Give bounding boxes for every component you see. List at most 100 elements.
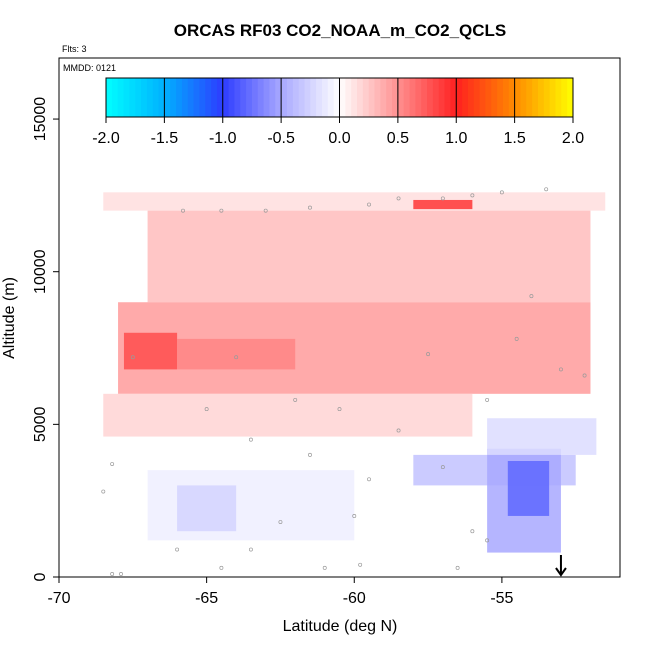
sample-point [234, 355, 239, 360]
colorbar-segment [222, 78, 230, 117]
location-arrow [555, 555, 567, 577]
sample-point [352, 513, 357, 518]
sample-point [367, 202, 371, 207]
colorbar-segment [409, 78, 416, 117]
sample-point [440, 196, 445, 201]
field-cell [177, 338, 296, 370]
y-axis-label: Altitude (m) [1, 277, 18, 359]
colorbar-segment [170, 78, 177, 117]
colorbar-segment [333, 78, 340, 117]
sample-point [558, 367, 563, 372]
colorbar-segment [397, 78, 405, 117]
colorbar-segment [368, 78, 376, 117]
colorbar-segment [351, 78, 358, 117]
sample-point [367, 477, 371, 482]
sample-point [499, 190, 504, 195]
colorbar-segment [473, 78, 481, 117]
colorbar-segment [561, 78, 568, 117]
colorbar-segment [567, 78, 574, 117]
field-cell [507, 460, 550, 516]
sample-point [485, 538, 490, 543]
colorbar-segment [555, 78, 562, 117]
sample-point [219, 208, 224, 213]
colorbar-segment [462, 78, 469, 117]
colorbar-tick-label: -1.0 [209, 130, 237, 147]
plot-frame [58, 57, 621, 578]
colorbar-segment [526, 78, 533, 117]
y-tick-label: 0 [32, 572, 49, 581]
sample-point [181, 208, 185, 213]
colorbar-segment [181, 78, 189, 117]
colorbar-segment [257, 78, 265, 117]
colorbar-tick-label: 0.0 [328, 130, 350, 147]
date-note: MMDD: 0121 [63, 63, 116, 73]
colorbar-segment [251, 78, 259, 117]
sample-point [248, 437, 253, 442]
x-tick-label: -55 [490, 590, 513, 607]
colorbar-segment [549, 78, 556, 117]
sample-point [485, 397, 490, 402]
colorbar-segment [485, 78, 492, 117]
field-cell [103, 192, 606, 211]
colorbar-segment [380, 78, 387, 117]
field-cell [103, 393, 473, 437]
colorbar-segment [432, 78, 440, 117]
sample-point [529, 294, 534, 299]
colorbar-segment [176, 78, 183, 117]
colorbar-segment [532, 78, 539, 117]
field-cell [147, 210, 591, 303]
chart-title: ORCAS RF03 CO2_NOAA_m_CO2_QCLS [174, 21, 507, 40]
colorbar-segment [321, 78, 329, 117]
sample-point [119, 571, 123, 576]
colorbar-segment [304, 78, 311, 117]
field-cell [177, 485, 237, 532]
field-cell [487, 418, 597, 455]
colorbar-segment [450, 78, 457, 117]
sample-point [110, 571, 115, 576]
colorbar-segment [141, 78, 148, 117]
colorbar-segment [146, 78, 154, 117]
colorbar-segment [502, 78, 510, 117]
colorbar: -2.0 -1.5 -1.0 -0.5 0.0 0.5 1.0 1.5 2.0 [92, 77, 584, 147]
colorbar-segment [316, 78, 323, 117]
colorbar-segment [211, 78, 218, 117]
sample-point [308, 205, 312, 210]
colorbar-segment [234, 78, 241, 117]
sample-point [426, 352, 431, 357]
y-tick-label: 10000 [32, 249, 49, 294]
colorbar-segment [111, 78, 119, 117]
x-axis: -70 -65 -60 -55 [47, 577, 514, 607]
colorbar-segment [228, 78, 235, 117]
colorbar-tick-label: -2.0 [92, 130, 120, 147]
colorbar-segment [421, 78, 428, 117]
sample-point [263, 208, 268, 213]
sample-point [101, 489, 106, 494]
arrow-head [555, 567, 567, 577]
colorbar-segment [345, 78, 352, 117]
colorbar-segment [117, 78, 125, 117]
colorbar-segment [403, 78, 411, 117]
colorbar-segment [269, 78, 276, 117]
y-tick-label: 15000 [32, 97, 49, 142]
sample-point [514, 336, 519, 341]
colorbar-segment [246, 78, 253, 117]
colorbar-segment [164, 78, 171, 117]
colorbar-segment [491, 78, 498, 117]
colorbar-segment [456, 78, 463, 117]
colorbar-segment [263, 78, 270, 117]
colorbar-segment [362, 78, 370, 117]
colorbar-segment [438, 78, 446, 117]
colorbar-segment [497, 78, 504, 117]
colorbar-segment [152, 78, 160, 117]
x-tick-label: -65 [195, 590, 218, 607]
colorbar-tick-label: -0.5 [267, 130, 295, 147]
sample-point [322, 565, 327, 570]
colorbar-segment [281, 78, 288, 117]
colorbar-segment [444, 78, 451, 117]
y-axis: 0 5000 10000 15000 [32, 97, 59, 581]
colorbar-segment [292, 78, 300, 117]
x-tick-label: -60 [343, 590, 366, 607]
sample-point [470, 193, 475, 198]
colorbar-segment [193, 78, 200, 117]
colorbar-segment [286, 78, 294, 117]
